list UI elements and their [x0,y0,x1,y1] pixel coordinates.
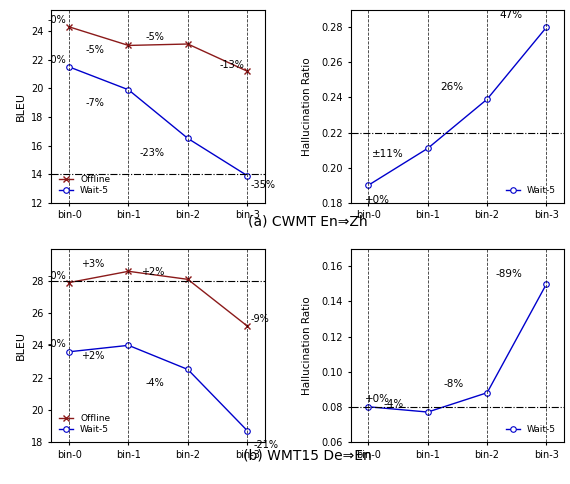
Offline [66,24,72,30]
Wait-5 [125,87,132,93]
Text: -89%: -89% [496,269,523,279]
Line: Offline: Offline [66,23,251,75]
Text: +2%: +2% [82,351,105,361]
Legend: Wait-5: Wait-5 [503,182,560,198]
Text: -8%: -8% [443,379,463,390]
Text: (a) CWMT En⇒Zh: (a) CWMT En⇒Zh [248,214,368,228]
Offline [125,43,132,48]
Wait-5 [424,409,431,415]
Y-axis label: BLEU: BLEU [15,331,26,360]
Text: -0%: -0% [47,271,66,281]
Wait-5 [424,146,431,151]
Line: Wait-5: Wait-5 [66,64,250,179]
Legend: Offline, Wait-5: Offline, Wait-5 [56,410,114,438]
Line: Offline: Offline [66,268,251,330]
Text: (b) WMT15 De⇒En: (b) WMT15 De⇒En [243,449,372,463]
Text: -4%: -4% [145,378,164,388]
Wait-5 [185,366,192,372]
Offline [244,323,251,329]
Wait-5 [484,96,491,102]
Text: -35%: -35% [250,181,275,191]
Wait-5 [365,182,372,188]
Text: -13%: -13% [219,60,245,70]
Text: +2%: +2% [141,267,164,277]
Wait-5 [543,24,550,30]
Text: -5%: -5% [145,32,164,43]
Text: -0%: -0% [47,15,66,25]
Text: +0%: +0% [365,393,390,404]
Legend: Offline, Wait-5: Offline, Wait-5 [56,171,114,198]
Line: Wait-5: Wait-5 [365,281,549,415]
Wait-5 [365,404,372,409]
Y-axis label: Hallucination Ratio: Hallucination Ratio [302,57,312,155]
Text: -5%: -5% [86,45,105,55]
Offline [66,280,72,286]
Offline [185,41,192,47]
Text: -0%: -0% [47,339,66,349]
Text: +3%: +3% [82,259,105,269]
Text: 47%: 47% [500,11,523,20]
Wait-5 [66,349,72,355]
Offline [125,269,132,274]
Wait-5 [185,136,192,141]
Text: -9%: -9% [250,314,269,324]
Line: Wait-5: Wait-5 [66,343,250,433]
Wait-5 [66,64,72,70]
Line: Wait-5: Wait-5 [365,25,549,188]
Text: -7%: -7% [86,97,105,107]
Text: -21%: -21% [253,440,278,450]
Legend: Wait-5: Wait-5 [503,421,560,438]
Text: -0%: -0% [47,55,66,64]
Wait-5 [543,281,550,287]
Wait-5 [244,173,251,179]
Wait-5 [125,343,132,348]
Offline [244,68,251,74]
Wait-5 [244,428,251,434]
Wait-5 [484,390,491,395]
Offline [185,276,192,282]
Text: 26%: 26% [440,82,463,92]
Text: -23%: -23% [139,148,164,158]
Text: ±11%: ±11% [372,149,404,159]
Y-axis label: Hallucination Ratio: Hallucination Ratio [302,296,312,394]
Y-axis label: BLEU: BLEU [15,92,26,121]
Text: -4%: -4% [384,399,404,409]
Text: +0%: +0% [365,195,390,205]
